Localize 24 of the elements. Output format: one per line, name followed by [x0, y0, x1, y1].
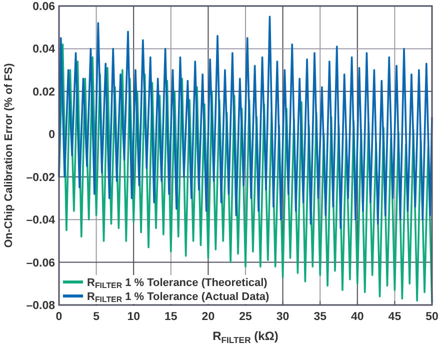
legend-label: R$_{FILTER}$ 1 % Tolerance (Theoretical) — [87, 277, 268, 290]
y-tick-label: 0.06 — [32, 1, 55, 13]
y-tick-label: –0.06 — [26, 257, 55, 270]
x-tick-label: 25 — [239, 311, 252, 323]
x-tick-label: 30 — [276, 311, 290, 323]
y-tick-label: –0.08 — [26, 300, 56, 312]
x-tick-label: 10 — [127, 311, 140, 323]
x-tick-label: 15 — [164, 311, 178, 323]
y-tick-label: 0.04 — [32, 44, 56, 56]
y-tick-label: –0.04 — [26, 214, 56, 227]
x-tick-label: 35 — [314, 311, 328, 323]
x-axis-title: R$_{FILTER}$ (kΩ) — [212, 329, 278, 345]
y-tick-label: 0.02 — [32, 86, 55, 98]
x-tick-label: 20 — [202, 311, 215, 323]
y-tick-label: –0.02 — [26, 172, 55, 184]
line-series — [58, 16, 433, 230]
x-tick-label: 5 — [93, 311, 100, 323]
x-tick-label: 45 — [388, 311, 402, 323]
legend-label: R$_{FILTER}$ 1 % Tolerance (Actual Data) — [87, 291, 270, 304]
line-series — [58, 44, 433, 304]
y-axis-title: On-Chip Calibration Error (% of FS) — [3, 62, 15, 248]
x-tick-label: 40 — [351, 311, 364, 323]
y-tick-label: 0 — [48, 129, 55, 142]
x-tick-label: 50 — [426, 311, 438, 323]
